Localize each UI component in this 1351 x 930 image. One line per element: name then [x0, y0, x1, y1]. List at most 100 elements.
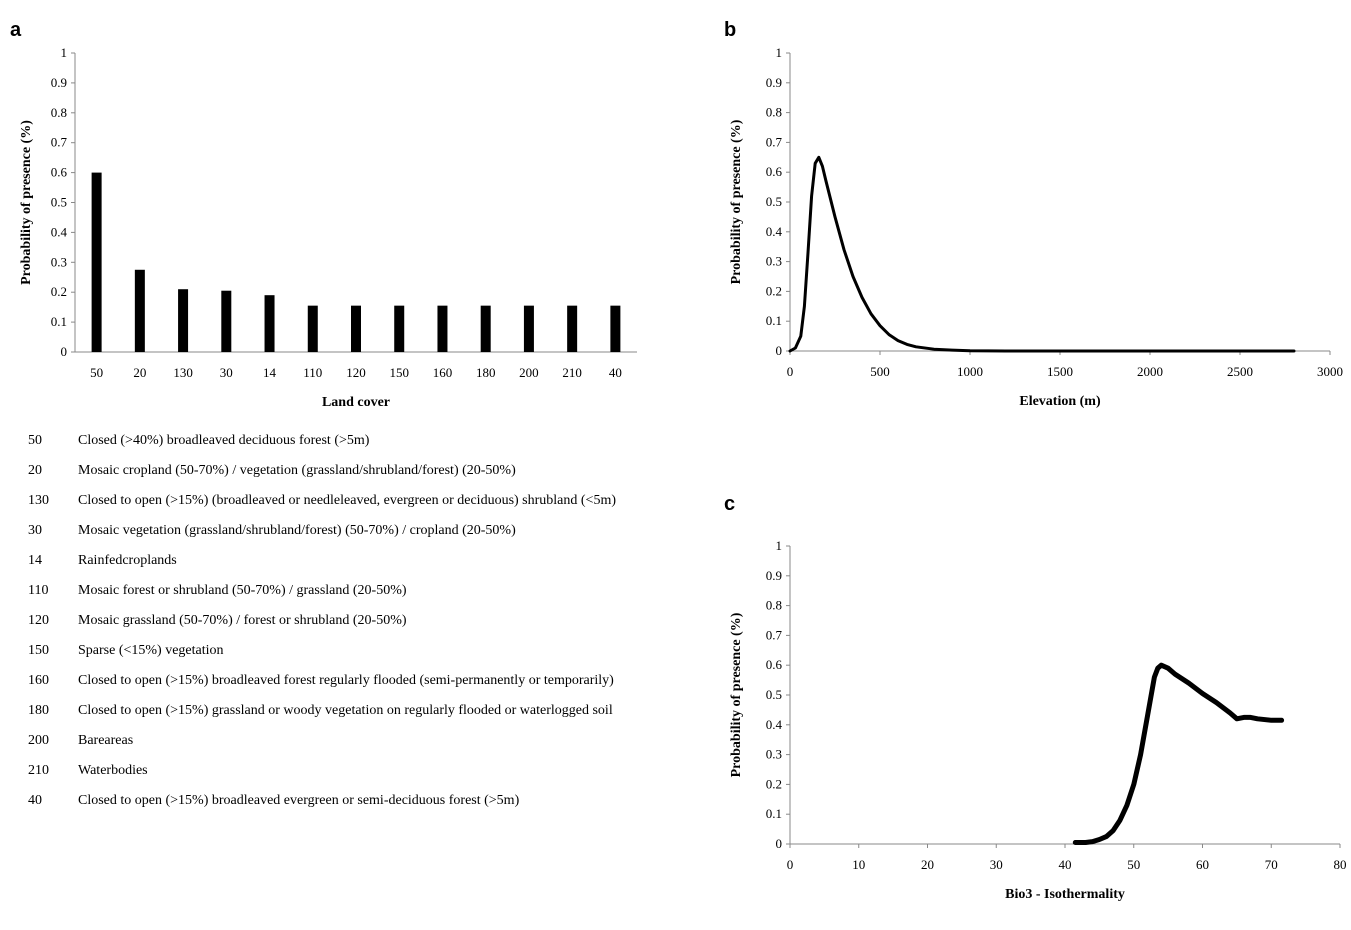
legend-row: 14 Rainfedcroplands: [28, 550, 643, 572]
y-tick-label: 0.1: [766, 313, 782, 328]
legend-code: 200: [28, 733, 49, 748]
y-tick-label: 0.6: [766, 657, 783, 672]
y-tick-label: 1: [61, 45, 68, 60]
y-tick-label: 0.6: [51, 165, 68, 180]
legend-description: Mosaic cropland (50-70%) / vegetation (g…: [78, 463, 516, 478]
y-tick-label: 0.4: [766, 717, 783, 732]
y-tick-label: 0.5: [766, 687, 782, 702]
x-tick-label: 1500: [1047, 364, 1073, 379]
y-tick-label: 0.4: [766, 224, 783, 239]
y-tick-label: 0: [776, 343, 783, 358]
y-axis-title: Probability of presence (%): [19, 120, 34, 285]
x-tick-label: 210: [562, 365, 582, 380]
legend-code: 20: [28, 463, 42, 478]
x-tick-label: 200: [519, 365, 539, 380]
x-tick-label: 120: [346, 365, 366, 380]
x-tick-label: 3000: [1317, 364, 1343, 379]
x-tick-label: 50: [90, 365, 103, 380]
y-tick-label: 0.7: [51, 135, 68, 150]
bar-150: [394, 305, 405, 352]
legend-row: 50 Closed (>40%) broadleaved deciduous fo…: [28, 430, 643, 452]
legend-code: 210: [28, 763, 49, 778]
y-tick-label: 0.6: [766, 164, 783, 179]
x-tick-label: 20: [921, 857, 934, 872]
legend-row: 200 Bareareas: [28, 730, 643, 752]
x-tick-label: 180: [476, 365, 496, 380]
legend-row: 40 Closed to open (>15%) broadleaved ever…: [28, 790, 643, 812]
y-tick-label: 1: [776, 45, 783, 60]
legend-code: 150: [28, 643, 49, 658]
legend-code: 180: [28, 703, 49, 718]
legend-description: Closed to open (>15%) (broadleaved or ne…: [78, 493, 617, 508]
land-cover-legend: 50 Closed (>40%) broadleaved deciduous fo…: [28, 430, 643, 820]
y-tick-label: 0.5: [766, 194, 782, 209]
bar-210: [567, 305, 578, 352]
bar-180: [480, 305, 491, 352]
legend-row: 180 Closed to open (>15%) grassland or wo…: [28, 700, 643, 722]
y-tick-label: 0.9: [766, 75, 782, 90]
legend-description: Bareareas: [78, 733, 134, 748]
legend-code: 130: [28, 493, 49, 508]
x-tick-label: 150: [389, 365, 409, 380]
y-tick-label: 0.3: [766, 747, 782, 762]
y-tick-label: 0.7: [766, 627, 783, 642]
legend-description: Waterbodies: [78, 763, 148, 778]
x-tick-label: 2500: [1227, 364, 1253, 379]
x-tick-label: 10: [852, 857, 865, 872]
y-tick-label: 0.2: [766, 776, 782, 791]
legend-description: Closed to open (>15%) grassland or woody…: [78, 703, 613, 718]
legend-code: 14: [28, 553, 42, 568]
y-tick-label: 0.1: [766, 806, 782, 821]
chart-c: c 0 0.1 0.2 0.3 0.4 0.5 0.6 0.7 0.8 0.9 1 Probabili…: [724, 493, 1347, 902]
chart-b: b 0 0.1 0.2 0.3 0.4 0.5 0.6 0.7 0.8 0.9 1 Probabili…: [724, 19, 1343, 409]
legend-code: 110: [28, 583, 49, 598]
bar-110: [307, 305, 318, 352]
legend-code: 30: [28, 523, 42, 538]
legend-description: Mosaic vegetation (grassland/shrubland/f…: [78, 523, 516, 538]
panel-letter-a: a: [10, 19, 22, 41]
x-tick-label: 40: [1059, 857, 1072, 872]
y-tick-label: 0.2: [766, 283, 782, 298]
y-tick-label: 0.5: [51, 195, 67, 210]
x-tick-label: 50: [1127, 857, 1140, 872]
y-tick-label: 0.1: [51, 314, 67, 329]
legend-code: 160: [28, 673, 49, 688]
x-tick-label: 14: [263, 365, 277, 380]
series-line-0: [1072, 662, 1285, 845]
chart-a: a 0 0.1 0.2 0.3 0.4 0.5 0.6 0.7 0.8 0.9 1 Probabili…: [10, 19, 637, 410]
legend-description: Closed to open (>15%) broadleaved evergr…: [78, 793, 520, 808]
x-tick-label: 0: [787, 857, 794, 872]
x-tick-label: 60: [1196, 857, 1209, 872]
y-tick-label: 0: [776, 836, 783, 851]
x-tick-label: 70: [1265, 857, 1278, 872]
legend-description: Closed (>40%) broadleaved deciduous fore…: [78, 433, 370, 448]
y-tick-label: 0.8: [51, 105, 67, 120]
y-tick-label: 0.2: [51, 284, 67, 299]
legend-row: 210 Waterbodies: [28, 760, 643, 782]
legend-code: 50: [28, 433, 42, 448]
x-tick-label: 130: [173, 365, 193, 380]
bar-200: [523, 305, 534, 352]
x-tick-label: 2000: [1137, 364, 1163, 379]
x-axis-title: Elevation (m): [1019, 394, 1101, 409]
x-tick-label: 1000: [957, 364, 983, 379]
x-tick-label: 80: [1334, 857, 1347, 872]
bar-30: [221, 290, 232, 352]
bar-40: [610, 305, 621, 352]
legend-row: 110 Mosaic forest or shrubland (50-70%) /…: [28, 580, 643, 602]
x-tick-label: 20: [133, 365, 146, 380]
y-tick-label: 0.9: [51, 75, 67, 90]
y-tick-label: 0.8: [766, 598, 782, 613]
x-axis-title: Land cover: [322, 395, 390, 410]
panel-letter-b: b: [724, 19, 736, 41]
x-tick-label: 30: [990, 857, 1003, 872]
legend-row: 20 Mosaic cropland (50-70%) / vegetation …: [28, 460, 643, 482]
x-tick-label: 160: [433, 365, 453, 380]
y-tick-label: 1: [776, 538, 783, 553]
bar-50: [91, 172, 102, 352]
legend-row: 130 Closed to open (>15%) (broadleaved or…: [28, 490, 643, 512]
legend-row: 120 Mosaic grassland (50-70%) / forest or…: [28, 610, 643, 632]
x-tick-label: 40: [609, 365, 622, 380]
y-tick-label: 0.3: [51, 254, 67, 269]
legend-row: 30 Mosaic vegetation (grassland/shrubland…: [28, 520, 643, 542]
